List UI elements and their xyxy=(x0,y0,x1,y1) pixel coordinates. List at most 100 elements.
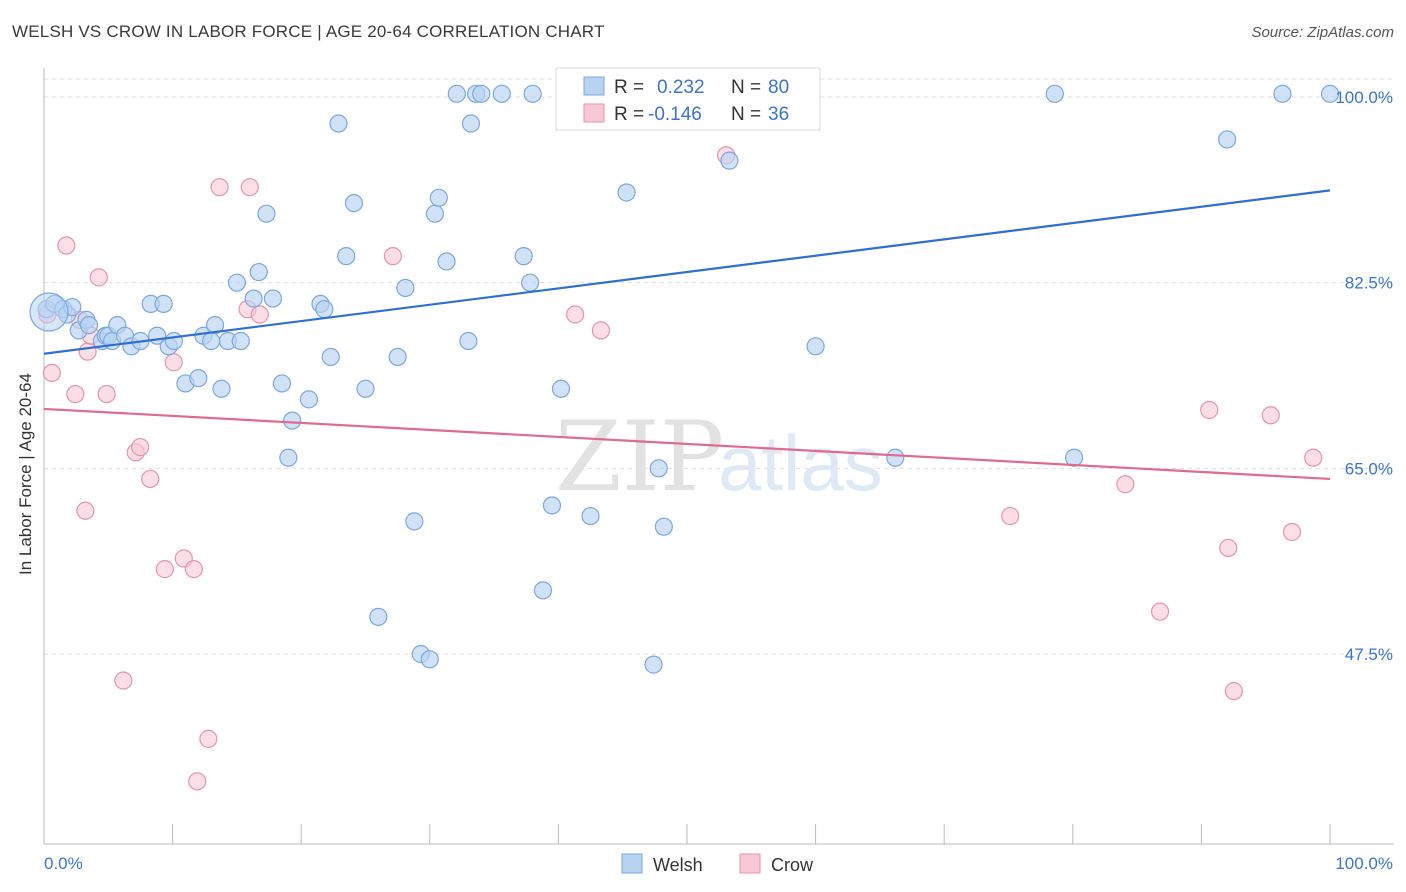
bottom-welsh-swatch xyxy=(621,853,643,874)
welsh-point xyxy=(1045,84,1064,103)
welsh-point xyxy=(472,84,491,103)
crow-point xyxy=(199,729,218,748)
y-tick-label: 65.0% xyxy=(1345,459,1393,478)
welsh-point xyxy=(154,294,173,313)
y-tick-label: 47.5% xyxy=(1345,645,1393,664)
y-tick-label: 100.0% xyxy=(1335,88,1393,107)
welsh-point xyxy=(542,496,562,515)
welsh-point xyxy=(344,193,364,213)
crow-point xyxy=(1219,538,1238,558)
crow-point xyxy=(210,178,229,197)
crow-point xyxy=(1200,400,1219,420)
welsh-point xyxy=(654,517,673,536)
crow-point xyxy=(66,384,85,404)
welsh-point xyxy=(329,114,348,133)
crow-point xyxy=(42,363,61,382)
crow-n-label: N = xyxy=(731,104,761,125)
y-tick-labels: 47.5% 65.0% 82.5% 100.0% xyxy=(1335,88,1393,664)
welsh-point xyxy=(321,347,340,367)
crow-point xyxy=(164,353,183,372)
crow-point xyxy=(114,671,133,690)
crow-point xyxy=(1001,506,1020,526)
crow-point xyxy=(1282,522,1302,542)
grid-lines xyxy=(44,78,1394,655)
welsh-point xyxy=(388,347,407,367)
welsh-point xyxy=(249,262,268,282)
welsh-point xyxy=(164,331,183,351)
welsh-point xyxy=(79,316,99,335)
welsh-point xyxy=(1320,84,1340,103)
welsh-point xyxy=(1064,448,1084,467)
welsh-point xyxy=(581,506,600,526)
welsh-point xyxy=(405,512,424,531)
welsh-point xyxy=(617,183,636,202)
welsh-point xyxy=(283,411,302,430)
crow-point xyxy=(240,178,259,197)
welsh-point xyxy=(420,650,439,669)
bottom-crow-swatch xyxy=(739,853,761,874)
welsh-point xyxy=(202,331,221,351)
crow-point xyxy=(76,501,95,520)
bottom-crow-label: Crow xyxy=(771,855,814,875)
welsh-point xyxy=(257,204,276,223)
crow-point xyxy=(155,560,174,579)
welsh-point xyxy=(551,379,571,398)
welsh-point-cluster xyxy=(29,292,69,332)
axes xyxy=(43,68,1394,845)
crow-point xyxy=(1150,602,1170,621)
welsh-point xyxy=(514,247,533,266)
crow-point xyxy=(188,772,207,791)
welsh-point xyxy=(279,448,298,467)
welsh-point xyxy=(437,252,456,271)
welsh-point xyxy=(299,390,319,409)
crow-point xyxy=(250,305,269,324)
crow-point xyxy=(591,321,610,340)
crow-swatch xyxy=(583,103,605,123)
crow-n-value: 36 xyxy=(768,104,789,125)
welsh-point xyxy=(492,84,511,103)
x-tick-label: 0.0% xyxy=(44,854,83,873)
crow-point xyxy=(566,305,585,324)
welsh-trend-line xyxy=(43,189,1331,355)
crow-point xyxy=(1304,448,1323,467)
welsh-point xyxy=(523,84,542,103)
welsh-point xyxy=(461,114,481,133)
welsh-point xyxy=(189,369,208,388)
crow-point xyxy=(89,268,108,287)
crow-point xyxy=(78,342,97,361)
welsh-point xyxy=(263,289,283,308)
welsh-n-label: N = xyxy=(731,77,761,98)
bottom-legend: Welsh Crow xyxy=(621,853,814,875)
welsh-swatch xyxy=(583,76,605,96)
welsh-point xyxy=(205,316,225,335)
welsh-point xyxy=(459,331,478,351)
watermark-zip: ZIP xyxy=(555,401,724,513)
welsh-point xyxy=(649,459,668,478)
welsh-point xyxy=(886,448,905,467)
crow-point xyxy=(57,236,76,255)
welsh-r-value: 0.232 xyxy=(657,77,705,98)
crow-point xyxy=(1224,682,1243,701)
crow-point xyxy=(131,438,150,457)
stats-legend: R = 0.232 N = 80 R = -0.146 N = 36 xyxy=(555,67,821,131)
welsh-point xyxy=(425,204,445,223)
crow-point xyxy=(383,247,402,266)
welsh-point xyxy=(369,607,388,626)
welsh-point xyxy=(231,331,250,351)
crow-point xyxy=(97,384,116,404)
chart-title: WELSH VS CROW IN LABOR FORCE | AGE 20-64… xyxy=(12,22,605,41)
welsh-point xyxy=(356,379,375,398)
welsh-point xyxy=(720,151,739,170)
trend-lines xyxy=(43,189,1331,481)
crow-trend-line xyxy=(43,407,1331,481)
watermark-atlas: atlas xyxy=(718,419,883,507)
crow-point xyxy=(1116,475,1135,494)
welsh-point xyxy=(1218,130,1237,149)
welsh-point xyxy=(337,247,356,266)
welsh-point xyxy=(315,300,334,319)
welsh-point xyxy=(806,337,825,356)
crow-r-label: R = xyxy=(614,104,644,125)
crow-point xyxy=(1261,406,1280,425)
welsh-point xyxy=(447,84,466,103)
